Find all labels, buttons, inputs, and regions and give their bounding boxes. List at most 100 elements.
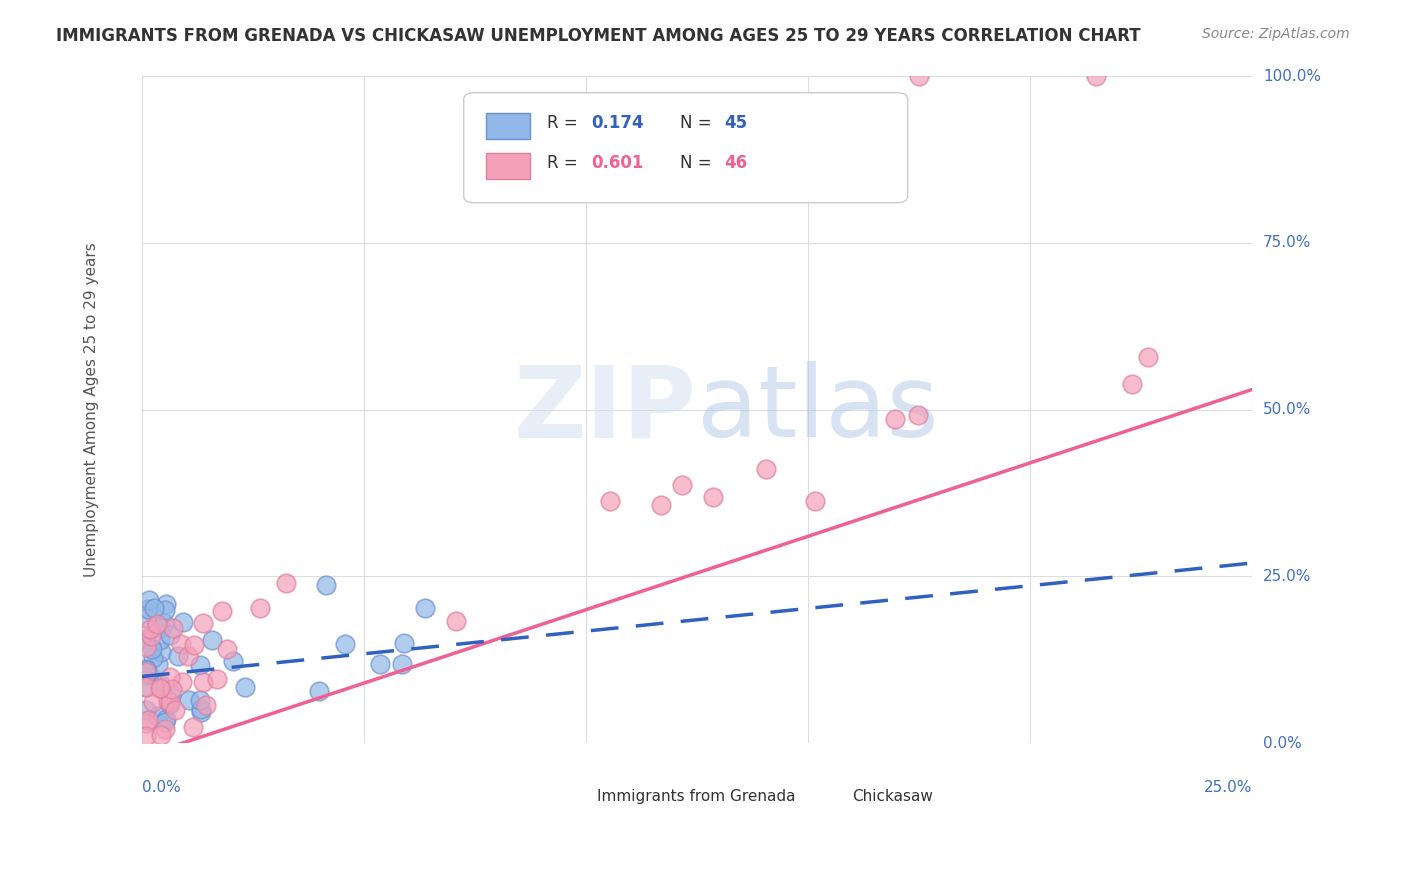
- Point: [907, 69, 929, 83]
- Point: [249, 601, 271, 615]
- Point: [170, 637, 193, 651]
- Point: [160, 687, 183, 701]
- Point: [135, 729, 157, 743]
- Point: [149, 645, 172, 659]
- Point: [190, 706, 212, 720]
- Point: [391, 657, 413, 671]
- Text: Immigrants from Grenada: Immigrants from Grenada: [598, 789, 796, 804]
- Point: [135, 716, 157, 731]
- Text: 46: 46: [724, 153, 748, 172]
- Point: [142, 696, 165, 710]
- Point: [1121, 377, 1143, 392]
- Text: ZIP: ZIP: [515, 361, 697, 458]
- Point: [150, 728, 173, 742]
- Point: [136, 602, 159, 616]
- Point: [146, 657, 169, 671]
- Point: [190, 702, 212, 716]
- Text: IMMIGRANTS FROM GRENADA VS CHICKASAW UNEMPLOYMENT AMONG AGES 25 TO 29 YEARS CORR: IMMIGRANTS FROM GRENADA VS CHICKASAW UNE…: [56, 27, 1140, 45]
- Text: 75.0%: 75.0%: [1263, 235, 1312, 251]
- Text: 25.0%: 25.0%: [1263, 569, 1312, 584]
- Point: [142, 600, 165, 615]
- Text: 0.0%: 0.0%: [142, 780, 180, 795]
- Point: [149, 621, 172, 635]
- Point: [142, 650, 165, 665]
- Point: [162, 621, 184, 635]
- Point: [155, 598, 177, 612]
- Point: [446, 614, 468, 628]
- Text: 45: 45: [724, 113, 748, 132]
- Point: [150, 682, 173, 697]
- Text: Chickasaw: Chickasaw: [852, 789, 934, 804]
- Text: R =: R =: [547, 113, 578, 132]
- Point: [177, 693, 200, 707]
- Point: [145, 708, 167, 723]
- FancyBboxPatch shape: [464, 93, 908, 202]
- Point: [138, 666, 160, 681]
- Point: [135, 662, 157, 676]
- Point: [211, 604, 233, 618]
- Point: [153, 603, 176, 617]
- Point: [135, 668, 157, 682]
- FancyBboxPatch shape: [808, 783, 841, 810]
- Point: [188, 693, 211, 707]
- Point: [135, 632, 157, 646]
- Point: [755, 462, 778, 476]
- Point: [172, 615, 194, 630]
- Point: [135, 640, 157, 654]
- Text: 0.0%: 0.0%: [1263, 736, 1302, 751]
- Text: 25.0%: 25.0%: [1204, 780, 1251, 795]
- Point: [153, 715, 176, 730]
- Point: [177, 649, 200, 664]
- Point: [149, 633, 172, 648]
- Point: [1136, 350, 1159, 364]
- Point: [394, 635, 416, 649]
- Point: [159, 670, 181, 684]
- Point: [181, 720, 204, 734]
- Text: 50.0%: 50.0%: [1263, 402, 1312, 417]
- Point: [274, 575, 297, 590]
- Point: [155, 712, 177, 726]
- Point: [907, 408, 929, 422]
- Text: Source: ZipAtlas.com: Source: ZipAtlas.com: [1202, 27, 1350, 41]
- Point: [308, 684, 330, 698]
- Point: [884, 412, 907, 426]
- Text: R =: R =: [547, 153, 578, 172]
- Point: [153, 616, 176, 631]
- Text: 0.601: 0.601: [592, 153, 644, 172]
- Point: [157, 694, 180, 708]
- Point: [195, 698, 218, 712]
- Point: [191, 674, 214, 689]
- Point: [650, 499, 672, 513]
- Point: [222, 654, 245, 668]
- Point: [135, 663, 157, 677]
- Point: [233, 680, 256, 694]
- Point: [153, 722, 176, 736]
- Point: [368, 657, 391, 672]
- Point: [599, 493, 621, 508]
- Text: N =: N =: [681, 113, 711, 132]
- Point: [188, 658, 211, 673]
- Point: [138, 622, 160, 636]
- Point: [135, 703, 157, 717]
- Text: N =: N =: [681, 153, 711, 172]
- Point: [138, 592, 160, 607]
- Point: [201, 633, 224, 648]
- Text: atlas: atlas: [697, 361, 938, 458]
- Point: [139, 629, 162, 643]
- Point: [159, 695, 181, 709]
- Point: [149, 678, 172, 692]
- Point: [803, 493, 825, 508]
- FancyBboxPatch shape: [553, 783, 586, 810]
- Point: [1085, 69, 1108, 83]
- Text: 0.174: 0.174: [592, 113, 644, 132]
- Point: [163, 703, 186, 717]
- Point: [141, 642, 163, 657]
- Point: [136, 713, 159, 727]
- Point: [172, 674, 194, 689]
- Point: [135, 681, 157, 695]
- Point: [159, 628, 181, 642]
- Text: 100.0%: 100.0%: [1263, 69, 1320, 84]
- Text: Unemployment Among Ages 25 to 29 years: Unemployment Among Ages 25 to 29 years: [84, 243, 100, 577]
- Point: [217, 641, 239, 656]
- Point: [167, 648, 190, 663]
